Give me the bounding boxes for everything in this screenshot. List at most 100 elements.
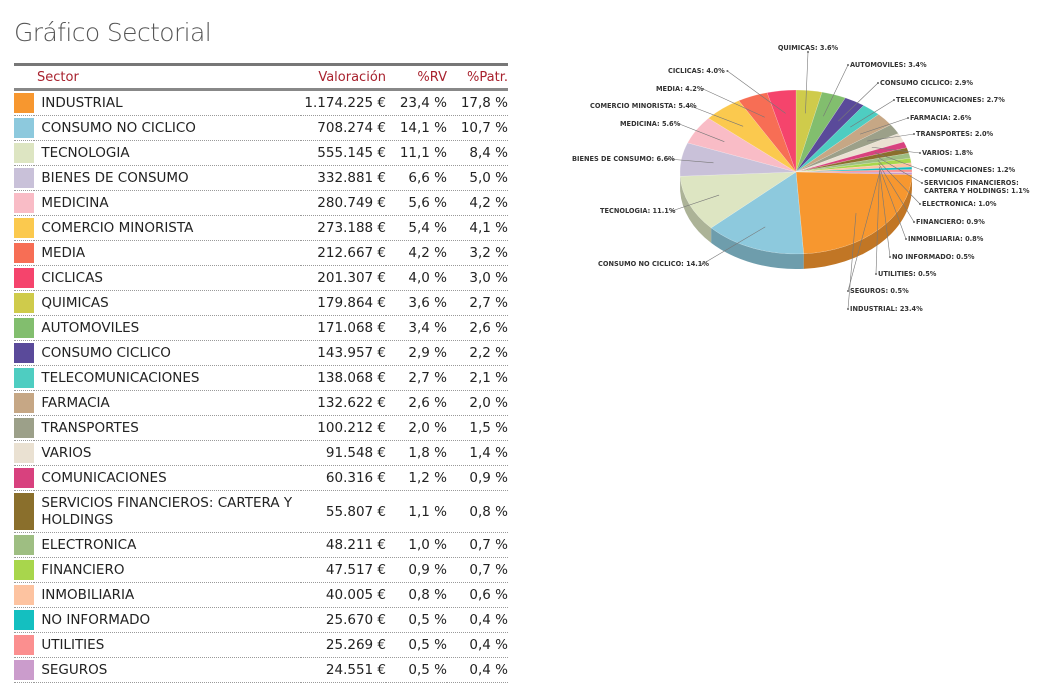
- rv-cell: 0,9 %: [386, 557, 447, 583]
- valoracion-cell: 47.517 €: [300, 557, 387, 583]
- pie-leader-line: [850, 99, 895, 128]
- pie-label: FARMACIA: 2.6%: [910, 114, 972, 122]
- color-swatch-cell: [14, 365, 35, 391]
- valoracion-cell: 132.622 €: [300, 390, 387, 416]
- valoracion-cell: 332.881 €: [300, 165, 387, 191]
- patr-cell: 2,0 %: [447, 390, 508, 416]
- pie-leader-dot: [701, 263, 704, 265]
- rv-cell: 4,2 %: [386, 240, 447, 266]
- pie-slice: [795, 124, 899, 173]
- patr-cell: 10,7 %: [447, 115, 508, 141]
- valoracion-cell: 280.749 €: [300, 190, 387, 216]
- color-swatch-cell: [14, 315, 35, 341]
- pie-slices: [679, 89, 913, 255]
- pie-leader-dot: [847, 308, 849, 310]
- pie-label: QUIMICAS: 3.6%: [778, 44, 839, 52]
- pie-leader-dot: [921, 182, 923, 184]
- sector-name: QUIMICAS: [34, 290, 301, 316]
- rv-cell: 3,6 %: [386, 290, 447, 316]
- rv-cell: 5,6 %: [386, 190, 447, 216]
- pie-slice: [795, 89, 823, 173]
- rv-cell: 0,5 %: [386, 657, 447, 683]
- pie-side-walls: [680, 172, 912, 269]
- pie-leader-dot: [919, 152, 921, 154]
- valoracion-cell: 48.211 €: [300, 532, 387, 558]
- pie-label: CICLICAS: 4.0%: [668, 67, 725, 75]
- pie-slice: [795, 152, 911, 173]
- rv-cell: 2,6 %: [386, 390, 447, 416]
- pie-leader-dot: [689, 105, 692, 107]
- patr-cell: 2,6 %: [447, 315, 508, 341]
- color-swatch-cell: [14, 532, 35, 558]
- patr-cell: 0,9 %: [447, 465, 508, 491]
- rv-cell: 6,6 %: [386, 165, 447, 191]
- pie-leader-dot: [921, 169, 923, 171]
- sector-name: MEDIA: [34, 240, 301, 266]
- color-swatch: [14, 318, 34, 338]
- rv-cell: 11,1 %: [386, 140, 447, 166]
- table-row: CONSUMO NO CICLICO 708.274 €14,1 % 10,7 %: [14, 115, 508, 141]
- pie-slice: [795, 166, 913, 173]
- color-swatch-cell: [14, 632, 35, 658]
- rv-cell: 1,1 %: [386, 490, 447, 533]
- pie-leader-line: [668, 158, 714, 164]
- valoracion-cell: 25.269 €: [300, 632, 387, 658]
- pie-leader-line: [727, 70, 786, 114]
- pie-label: SEGUROS: 0.5%: [850, 287, 909, 295]
- sector-name: COMERCIO MINORISTA: [34, 215, 301, 241]
- color-swatch: [14, 560, 34, 580]
- rv-cell: 0,8 %: [386, 582, 447, 608]
- patr-cell: 0,4 %: [447, 607, 508, 633]
- rv-cell: 4,0 %: [386, 265, 447, 291]
- color-swatch-cell: [14, 415, 35, 441]
- pie-label: TELECOMUNICACIONES: 2.7%: [896, 96, 1005, 104]
- pie-leader-dot: [893, 99, 895, 101]
- pie-leader-line: [702, 226, 766, 265]
- color-swatch: [14, 168, 34, 188]
- color-swatch-cell: [14, 340, 35, 366]
- valoracion-cell: 55.807 €: [300, 490, 387, 533]
- pie-label: COMUNICACIONES: 1.2%: [924, 166, 1016, 174]
- pie-label: CONSUMO NO CICLICO: 14.1%: [598, 260, 709, 268]
- sector-name: TELECOMUNICACIONES: [34, 365, 301, 391]
- pie-leader-line: [847, 172, 880, 292]
- pie-leader-line: [671, 194, 720, 212]
- table-row: VARIOS 91.548 €1,8 % 1,4 %: [14, 440, 508, 466]
- pie-leader-line: [679, 123, 725, 142]
- color-swatch-cell: [14, 265, 35, 291]
- sector-name: MEDICINA: [34, 190, 301, 216]
- color-swatch: [14, 243, 34, 263]
- pie-leader-dot: [913, 221, 915, 223]
- pie-slice: [795, 157, 912, 173]
- patr-cell: 0,7 %: [447, 532, 508, 558]
- pie-label: SERVICIOS FINANCIEROS:: [924, 179, 1019, 187]
- table-row: COMERCIO MINORISTA 273.188 €5,4 % 4,1 %: [14, 215, 508, 241]
- color-swatch: [14, 218, 34, 238]
- color-swatch: [14, 535, 34, 555]
- pie-leader-line: [878, 163, 915, 223]
- color-swatch-cell: [14, 582, 35, 608]
- valoracion-cell: 100.212 €: [300, 415, 387, 441]
- pie-leader-dot: [875, 273, 877, 275]
- patr-cell: 0,8 %: [447, 490, 508, 533]
- valoracion-cell: 708.274 €: [300, 115, 387, 141]
- sector-name: INMOBILIARIA: [34, 582, 301, 608]
- color-swatch: [14, 585, 34, 605]
- sector-table: Sector Valoración %RV %Patr. INDUSTRIAL 1…: [14, 63, 508, 683]
- sector-name: TECNOLOGIA: [34, 140, 301, 166]
- table-row: FINANCIERO 47.517 €0,9 % 0,7 %: [14, 557, 508, 583]
- patr-cell: 3,2 %: [447, 240, 508, 266]
- rv-cell: 1,8 %: [386, 440, 447, 466]
- color-swatch-cell: [14, 465, 35, 491]
- color-swatch-cell: [14, 240, 35, 266]
- rv-cell: 3,4 %: [386, 315, 447, 341]
- pie-label: UTILITIES: 0.5%: [878, 270, 937, 278]
- valoracion-cell: 171.068 €: [300, 315, 387, 341]
- pie-leader-line: [876, 156, 923, 184]
- patr-cell: 1,4 %: [447, 440, 508, 466]
- color-swatch: [14, 118, 34, 138]
- header-rv: %RV: [417, 69, 447, 85]
- pie-label: VARIOS: 1.8%: [922, 149, 973, 157]
- rv-cell: 1,0 %: [386, 532, 447, 558]
- patr-cell: 8,4 %: [447, 140, 508, 166]
